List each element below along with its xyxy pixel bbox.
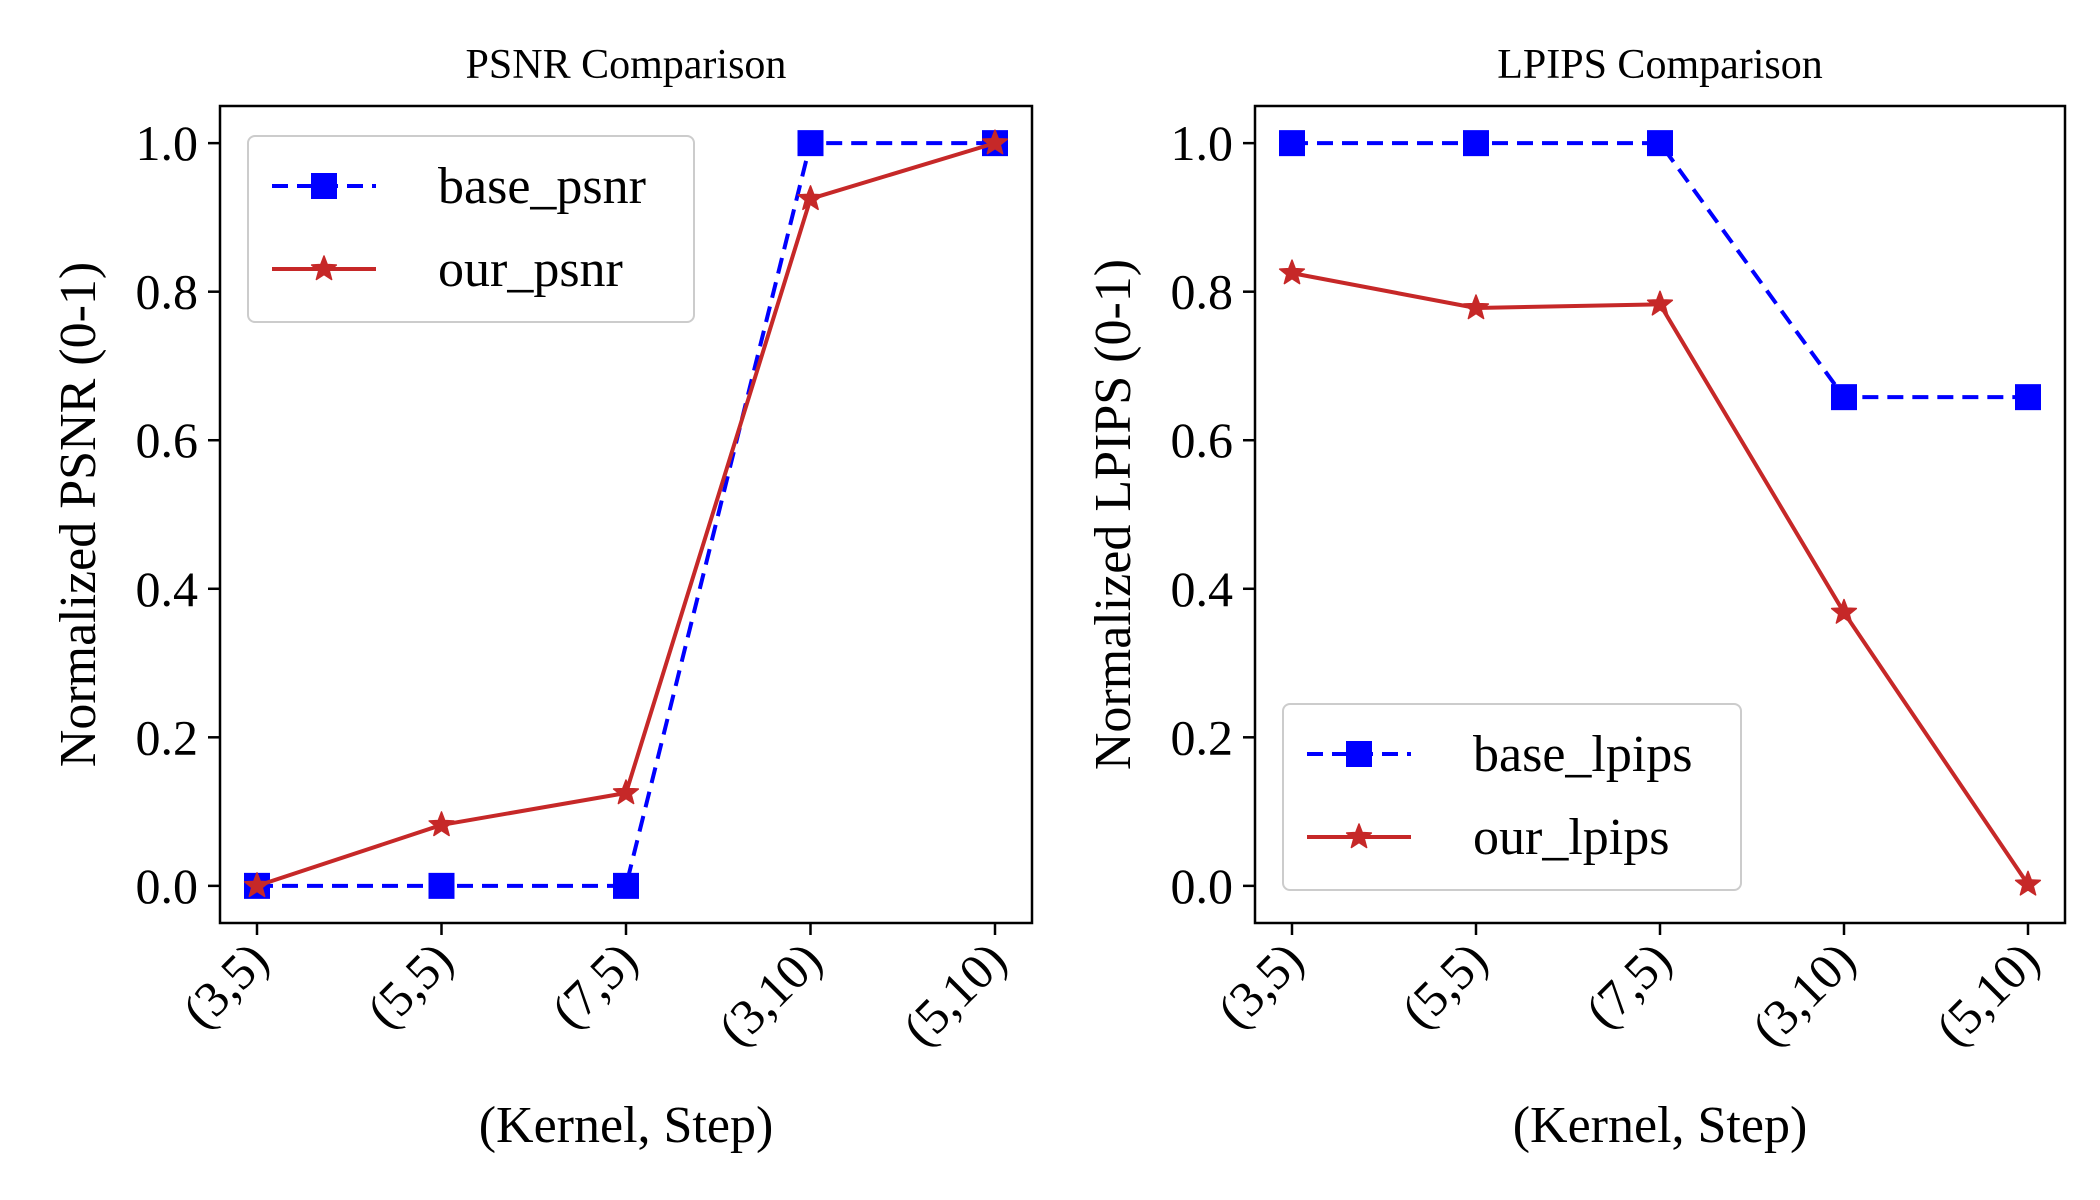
lpips-legend-marker — [1346, 741, 1372, 767]
lpips-data-point — [1831, 384, 1857, 411]
lpips-legend-box — [1282, 703, 1742, 891]
psnr-y-tick-label: 1.0 — [136, 115, 199, 171]
psnr-x-tick-label: (3,5) — [171, 931, 278, 1038]
lpips-panel: LPIPS Comparison 0.0 0.2 0.4 0.6 0.8 1.0 (3,5) (… — [1085, 42, 2067, 1154]
psnr-legend-marker — [311, 173, 337, 199]
psnr-y-axis-label: Normalized PSNR (0-1) — [50, 262, 107, 767]
lpips-x-tick-label: (3,5) — [1206, 931, 1313, 1038]
lpips-y-tick-label: 0.4 — [1171, 561, 1234, 617]
lpips-legend-marker — [1345, 823, 1373, 849]
lpips-data-point — [1278, 259, 1306, 285]
lpips-y-tick-label: 1.0 — [1171, 115, 1234, 171]
psnr-x-tick-label: (3,10) — [707, 931, 832, 1056]
psnr-y-tick-label: 0.8 — [136, 264, 199, 320]
lpips-data-point — [2015, 384, 2041, 411]
lpips-data-point — [1647, 130, 1673, 157]
psnr-data-point — [797, 130, 824, 157]
lpips-y-axis-label: Normalized LPIPS (0-1) — [1085, 259, 1142, 770]
psnr-legend-marker — [310, 255, 338, 281]
lpips-x-tick-label: (7,5) — [1574, 931, 1681, 1038]
psnr-x-tick-label: (5,5) — [356, 931, 463, 1038]
lpips-x-tick-label: (5,5) — [1390, 931, 1497, 1038]
lpips-data-point — [1462, 294, 1490, 320]
lpips-x-axis-label: (Kernel, Step) — [1513, 1097, 1808, 1154]
psnr-x-tick-label: (7,5) — [540, 931, 647, 1038]
psnr-data-point — [981, 129, 1009, 155]
lpips-data-point — [1646, 290, 1674, 316]
lpips-y-tick-label: 0.2 — [1171, 709, 1234, 765]
psnr-data-point — [428, 872, 455, 899]
psnr-x-tick-label: (5,10) — [892, 931, 1017, 1056]
psnr-data-point — [243, 872, 271, 898]
lpips-x-tick-label: (5,10) — [1925, 931, 2050, 1056]
psnr-legend-label: base_psnr — [438, 158, 646, 215]
lpips-legend-label: our_lpips — [1473, 809, 1669, 866]
lpips-y-tick-label: 0.0 — [1171, 858, 1234, 914]
lpips-data-point — [1463, 130, 1489, 157]
psnr-x-axis-label: (Kernel, Step) — [479, 1097, 774, 1154]
psnr-legend-box — [247, 135, 695, 323]
psnr-y-tick-label: 0.2 — [136, 709, 199, 765]
lpips-y-tick-label: 0.8 — [1171, 264, 1234, 320]
lpips-legend-label: base_lpips — [1473, 726, 1693, 783]
lpips-plot-frame — [1253, 104, 2067, 925]
lpips-y-tick-label: 0.6 — [1171, 412, 1234, 468]
psnr-legend-label: our_psnr — [438, 241, 623, 298]
psnr-y-tick-label: 0.6 — [136, 412, 199, 468]
lpips-data-point — [1279, 130, 1305, 157]
psnr-panel: PSNR Comparison 0.0 0.2 0.4 0.6 0.8 1.0 (3,5) (5… — [50, 42, 1034, 1154]
psnr-data-point — [612, 779, 640, 805]
psnr-y-tick-label: 0.0 — [136, 858, 199, 914]
psnr-data-point — [428, 811, 455, 837]
psnr-chart-title: PSNR Comparison — [466, 42, 787, 88]
psnr-data-point — [797, 185, 824, 211]
lpips-data-point — [1830, 598, 1858, 624]
lpips-data-point — [2014, 870, 2042, 896]
lpips-x-tick-label: (3,10) — [1741, 931, 1866, 1056]
psnr-plot-frame — [218, 104, 1034, 925]
lpips-chart-title: LPIPS Comparison — [1497, 42, 1823, 88]
psnr-y-tick-label: 0.4 — [136, 561, 199, 617]
psnr-data-point — [613, 872, 639, 899]
lpips-series-line-base_lpips — [1292, 141, 2028, 400]
